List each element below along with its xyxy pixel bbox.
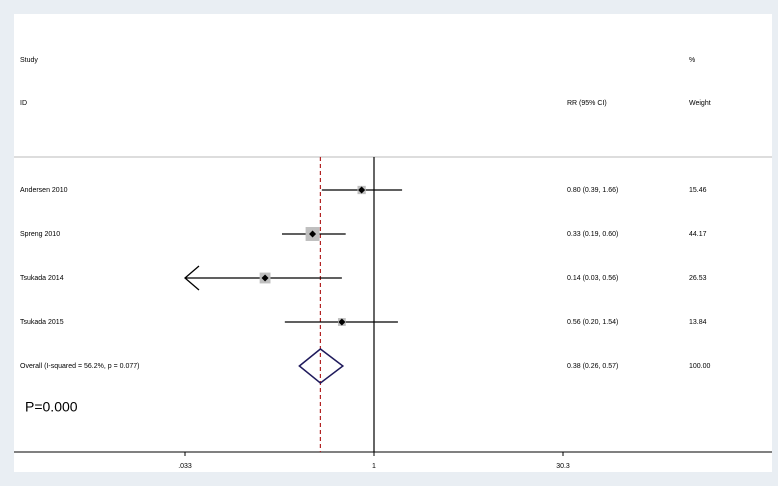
study-name: Tsukada 2014 <box>20 275 64 282</box>
header-id: ID <box>20 100 27 107</box>
study-name: Andersen 2010 <box>20 187 68 194</box>
header-weight: Weight <box>689 100 711 107</box>
study-name: Spreng 2010 <box>20 231 60 238</box>
weight-label: 26.53 <box>689 275 707 282</box>
header-pct: % <box>689 57 695 64</box>
header-study: Study <box>20 57 38 64</box>
effect-label: 0.80 (0.39, 1.66) <box>567 187 618 194</box>
point-estimate <box>309 230 317 238</box>
effect-label: 0.56 (0.20, 1.54) <box>567 319 618 326</box>
point-estimate <box>358 186 366 194</box>
x-tick-label: .033 <box>178 463 192 470</box>
point-estimate <box>261 274 269 282</box>
ci-arrow <box>184 265 200 291</box>
weight-label: 15.46 <box>689 187 707 194</box>
x-tick-label: 1 <box>372 463 376 470</box>
point-estimate <box>338 318 346 326</box>
effect-label: 0.14 (0.03, 0.56) <box>567 275 618 282</box>
header-effect: RR (95% CI) <box>567 100 607 107</box>
annotation: P=0.000 <box>25 399 78 415</box>
study-name: Tsukada 2015 <box>20 319 64 326</box>
x-tick-label: 30.3 <box>556 463 570 470</box>
overall-weight-label: 100.00 <box>689 363 711 370</box>
overall-effect-label: 0.38 (0.26, 0.57) <box>567 363 618 370</box>
weight-label: 13.84 <box>689 319 707 326</box>
plot-region <box>14 14 772 472</box>
weight-label: 44.17 <box>689 231 707 238</box>
overall-name: Overall (I-squared = 56.2%, p = 0.077) <box>20 363 139 370</box>
overall-diamond <box>298 348 345 384</box>
effect-label: 0.33 (0.19, 0.60) <box>567 231 618 238</box>
